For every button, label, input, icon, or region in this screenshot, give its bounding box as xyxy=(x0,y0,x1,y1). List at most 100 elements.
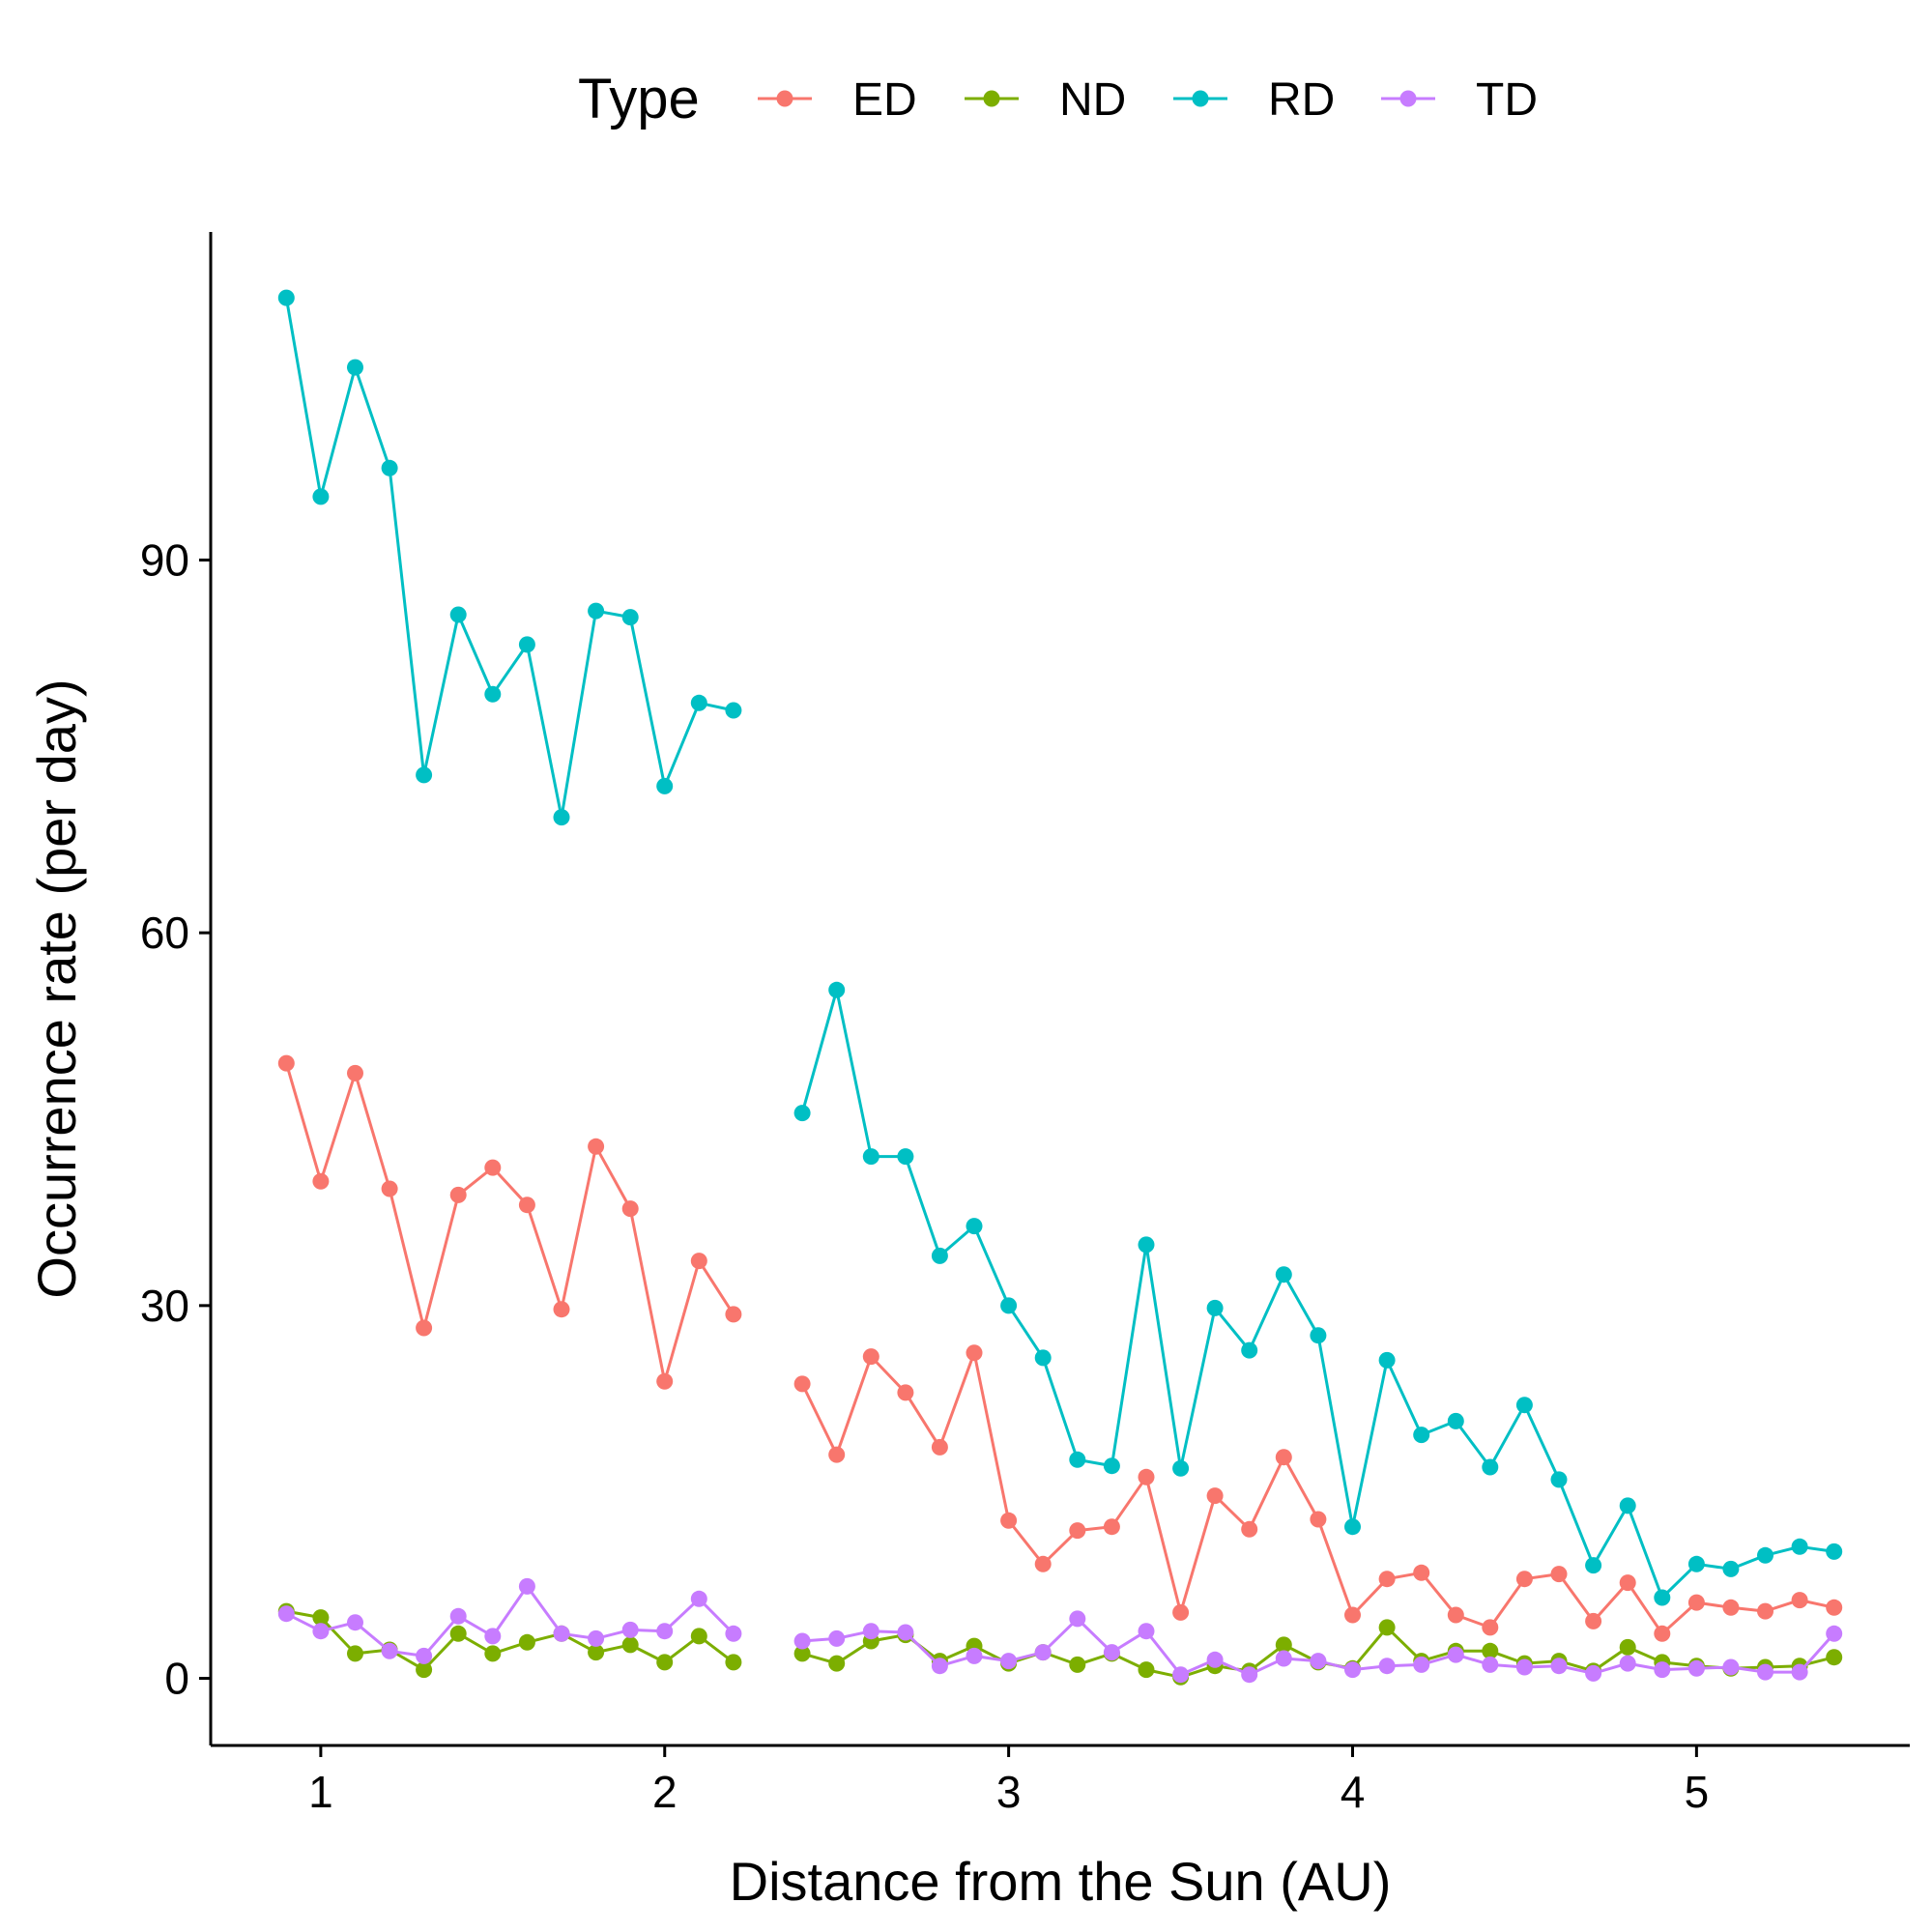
data-point xyxy=(621,1636,639,1654)
legend-title: Type xyxy=(578,68,700,130)
data-point xyxy=(656,1623,674,1640)
series-line xyxy=(800,1351,1835,1635)
data-point xyxy=(1241,1341,1258,1359)
data-point xyxy=(484,1645,502,1662)
data-point xyxy=(381,1642,398,1659)
x-tick-label: 5 xyxy=(1685,1767,1710,1817)
data-point xyxy=(793,1105,811,1122)
data-point xyxy=(1138,1236,1155,1254)
y-tick-label: 0 xyxy=(164,1654,189,1704)
data-point xyxy=(1722,1599,1740,1616)
data-point xyxy=(793,1375,811,1393)
data-point xyxy=(1585,1664,1602,1682)
data-point xyxy=(553,809,570,826)
data-point xyxy=(588,1644,605,1661)
data-point xyxy=(862,1348,879,1366)
data-point xyxy=(828,1655,846,1672)
x-tick-label: 1 xyxy=(308,1767,333,1817)
plot-series xyxy=(277,289,1843,1686)
data-point xyxy=(1687,1594,1705,1611)
legend-item-td: TD xyxy=(1381,74,1538,126)
data-point xyxy=(1687,1555,1705,1572)
data-point xyxy=(656,1372,674,1390)
data-point xyxy=(897,1384,914,1401)
y-tick-label: 30 xyxy=(140,1281,189,1331)
data-point xyxy=(381,1180,398,1197)
data-point xyxy=(1000,1297,1018,1314)
data-point xyxy=(690,1590,707,1607)
data-point xyxy=(277,1054,295,1072)
data-point xyxy=(828,1446,846,1463)
data-point xyxy=(1413,1656,1430,1673)
data-point xyxy=(1482,1458,1499,1476)
data-point xyxy=(1000,1512,1018,1529)
data-point xyxy=(862,1623,879,1640)
data-point xyxy=(1585,1612,1602,1629)
data-point xyxy=(1550,1471,1568,1488)
data-point xyxy=(1722,1658,1740,1676)
data-point xyxy=(1550,1658,1568,1675)
data-point xyxy=(1103,1518,1120,1536)
data-point xyxy=(347,1614,363,1631)
x-ticks: 1 2 3 4 5 xyxy=(308,1745,1709,1817)
data-point xyxy=(312,488,330,505)
data-point xyxy=(1138,1468,1155,1485)
data-point xyxy=(381,459,398,476)
series-ed xyxy=(277,1054,1843,1642)
axes: 0 30 60 90 1 2 3 4 5 xyxy=(140,232,1910,1817)
data-point xyxy=(1757,1602,1773,1620)
data-point xyxy=(1241,1520,1258,1538)
data-point xyxy=(966,1218,983,1235)
data-point xyxy=(1515,1571,1533,1588)
data-point xyxy=(1515,1397,1533,1414)
data-point xyxy=(1069,1451,1086,1468)
data-point xyxy=(1069,1610,1086,1628)
data-point xyxy=(416,766,433,784)
legend-label: ND xyxy=(1059,74,1126,126)
data-point xyxy=(449,1607,467,1625)
legend-item-nd: ND xyxy=(965,74,1126,126)
data-point xyxy=(588,602,605,620)
data-point xyxy=(1310,1653,1327,1670)
data-point xyxy=(1482,1642,1499,1659)
data-point xyxy=(931,1438,948,1456)
data-point xyxy=(656,1654,674,1671)
data-point xyxy=(312,1609,330,1627)
data-point xyxy=(1826,1599,1843,1616)
legend-key-point xyxy=(983,90,1000,107)
data-point xyxy=(1826,1625,1843,1642)
data-point xyxy=(1241,1666,1258,1684)
data-point xyxy=(1482,1656,1499,1673)
legend-label: ED xyxy=(852,74,917,126)
data-point xyxy=(1654,1625,1671,1642)
data-point xyxy=(1275,1650,1292,1667)
data-point xyxy=(312,1623,330,1640)
data-point xyxy=(1826,1543,1843,1560)
data-point xyxy=(1447,1606,1464,1624)
data-point xyxy=(725,1306,742,1323)
data-point xyxy=(1034,1555,1052,1572)
data-point xyxy=(1275,1636,1292,1654)
legend-key-point xyxy=(776,90,793,107)
data-point xyxy=(1172,1666,1190,1684)
data-point xyxy=(1687,1659,1705,1677)
data-point xyxy=(828,1629,846,1647)
data-point xyxy=(1000,1653,1018,1670)
data-point xyxy=(1413,1564,1430,1581)
data-point xyxy=(347,1064,363,1081)
data-point xyxy=(1344,1518,1361,1536)
data-point xyxy=(1722,1560,1740,1577)
data-point xyxy=(1619,1638,1636,1656)
data-point xyxy=(518,1633,535,1651)
data-point xyxy=(1378,1351,1396,1369)
legend-label: TD xyxy=(1476,74,1538,126)
series-line xyxy=(284,1062,735,1383)
data-point xyxy=(690,1628,707,1645)
legend: Type ED ND RD TD xyxy=(578,68,1538,130)
data-point xyxy=(1791,1663,1808,1681)
data-point xyxy=(1826,1649,1843,1666)
y-ticks: 0 30 60 90 xyxy=(140,534,211,1704)
data-point xyxy=(1275,1266,1292,1283)
data-point xyxy=(725,702,742,719)
data-point xyxy=(862,1148,879,1166)
